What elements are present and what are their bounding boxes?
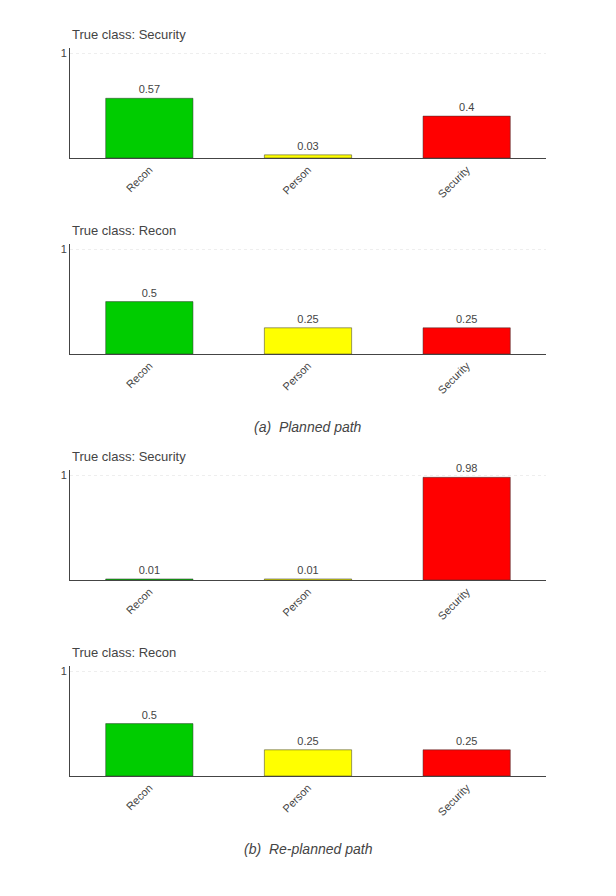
svg-text:1: 1 — [61, 47, 67, 59]
svg-text:Person: Person — [280, 360, 313, 393]
svg-text:0.57: 0.57 — [139, 83, 160, 95]
svg-text:(b) Re-planned path: (b) Re-planned path — [244, 841, 373, 857]
svg-text:1: 1 — [61, 469, 67, 481]
svg-text:True class: Recon: True class: Recon — [72, 223, 176, 238]
svg-text:0.98: 0.98 — [456, 462, 477, 474]
svg-text:0.25: 0.25 — [297, 313, 318, 325]
svg-text:Person: Person — [280, 586, 313, 619]
svg-text:Recon: Recon — [124, 164, 155, 195]
svg-text:0.5: 0.5 — [142, 709, 157, 721]
svg-text:Person: Person — [280, 782, 313, 815]
svg-text:0.25: 0.25 — [456, 313, 477, 325]
svg-text:1: 1 — [61, 665, 67, 677]
svg-text:Security: Security — [435, 781, 472, 818]
svg-text:0.01: 0.01 — [297, 564, 318, 576]
svg-text:0.03: 0.03 — [297, 140, 318, 152]
svg-text:Recon: Recon — [124, 782, 155, 813]
svg-text:Recon: Recon — [124, 586, 155, 617]
svg-text:0.5: 0.5 — [142, 287, 157, 299]
svg-text:True class: Security: True class: Security — [72, 27, 186, 42]
svg-text:1: 1 — [61, 243, 67, 255]
svg-text:True class: Recon: True class: Recon — [72, 645, 176, 660]
svg-text:(a) Planned path: (a) Planned path — [254, 419, 362, 435]
svg-text:Security: Security — [435, 163, 472, 200]
svg-text:0.01: 0.01 — [139, 564, 160, 576]
svg-text:Security: Security — [435, 359, 472, 396]
svg-text:True class: Security: True class: Security — [72, 449, 186, 464]
svg-text:0.25: 0.25 — [297, 735, 318, 747]
svg-text:Recon: Recon — [124, 360, 155, 391]
svg-text:0.25: 0.25 — [456, 735, 477, 747]
svg-text:Security: Security — [435, 585, 472, 622]
svg-text:Person: Person — [280, 164, 313, 197]
svg-text:0.4: 0.4 — [459, 101, 474, 113]
